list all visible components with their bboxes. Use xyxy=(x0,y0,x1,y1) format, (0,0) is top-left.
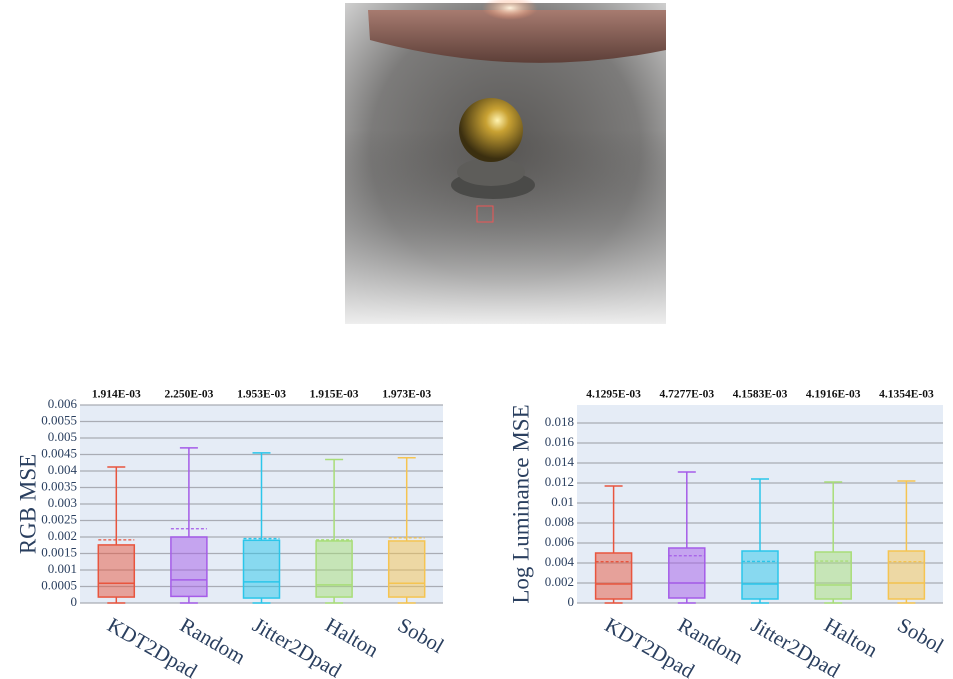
y-tick-label: 0.014 xyxy=(545,454,575,469)
y-tick-label: 0.005 xyxy=(48,429,77,444)
y-tick-label: 0.001 xyxy=(48,561,77,576)
y-tick-label: 0.0055 xyxy=(41,412,77,427)
y-tick-label: 0.01 xyxy=(551,494,574,509)
y-axis-title: RGB MSE xyxy=(15,454,40,554)
y-tick-label: 0.002 xyxy=(545,574,574,589)
y-tick-label: 0.0005 xyxy=(41,577,77,592)
box xyxy=(887,550,926,600)
mean-label: 2.250E-03 xyxy=(164,389,213,401)
mean-label: 4.1916E-03 xyxy=(806,389,861,401)
chart-log-luminance: 0 0.002 0.004 0.006 0.008 0.01 0.012 0.014 0.016… xyxy=(508,389,948,679)
y-tick-label: 0.016 xyxy=(545,434,575,449)
box xyxy=(170,536,208,598)
y-tick-label: 0 xyxy=(568,594,575,609)
x-tick-label: Sobol xyxy=(893,613,948,658)
y-tick-label: 0.004 xyxy=(545,554,575,569)
y-tick-label: 0.006 xyxy=(545,534,575,549)
y-tick-label: 0.0025 xyxy=(41,511,77,526)
y-axis-title: Log Luminance MSE xyxy=(508,404,533,603)
y-tick-label: 0.012 xyxy=(545,474,574,489)
y-tick-label: 0.002 xyxy=(48,528,77,543)
y-tick-label: 0.008 xyxy=(545,514,574,529)
y-tick-label: 0.0045 xyxy=(41,445,77,460)
mean-label: 4.1354E-03 xyxy=(879,389,934,401)
box xyxy=(387,540,426,598)
y-tick-label: 0 xyxy=(71,594,78,609)
box xyxy=(741,550,779,600)
y-tick-label: 0.004 xyxy=(48,462,78,477)
y-tick-label: 0.0015 xyxy=(41,544,77,559)
mean-label: 1.953E-03 xyxy=(237,389,286,401)
mean-label: 4.1295E-03 xyxy=(586,389,641,401)
y-tick-label: 0.018 xyxy=(545,414,574,429)
box xyxy=(594,552,633,600)
box xyxy=(97,544,136,598)
x-tick-label: Sobol xyxy=(394,613,449,658)
box xyxy=(814,551,852,600)
mean-label: 4.1583E-03 xyxy=(733,389,788,401)
mean-label: 1.915E-03 xyxy=(310,389,359,401)
y-tick-label: 0.003 xyxy=(48,495,77,510)
box xyxy=(315,540,353,598)
mean-label: 4.7277E-03 xyxy=(659,389,714,401)
mean-label: 1.973E-03 xyxy=(382,389,431,401)
render-image xyxy=(345,0,666,324)
y-tick-label: 0.0035 xyxy=(41,478,77,493)
y-tick-label: 0.006 xyxy=(48,396,78,411)
mean-label: 1.914E-03 xyxy=(92,389,141,401)
box xyxy=(242,539,281,599)
